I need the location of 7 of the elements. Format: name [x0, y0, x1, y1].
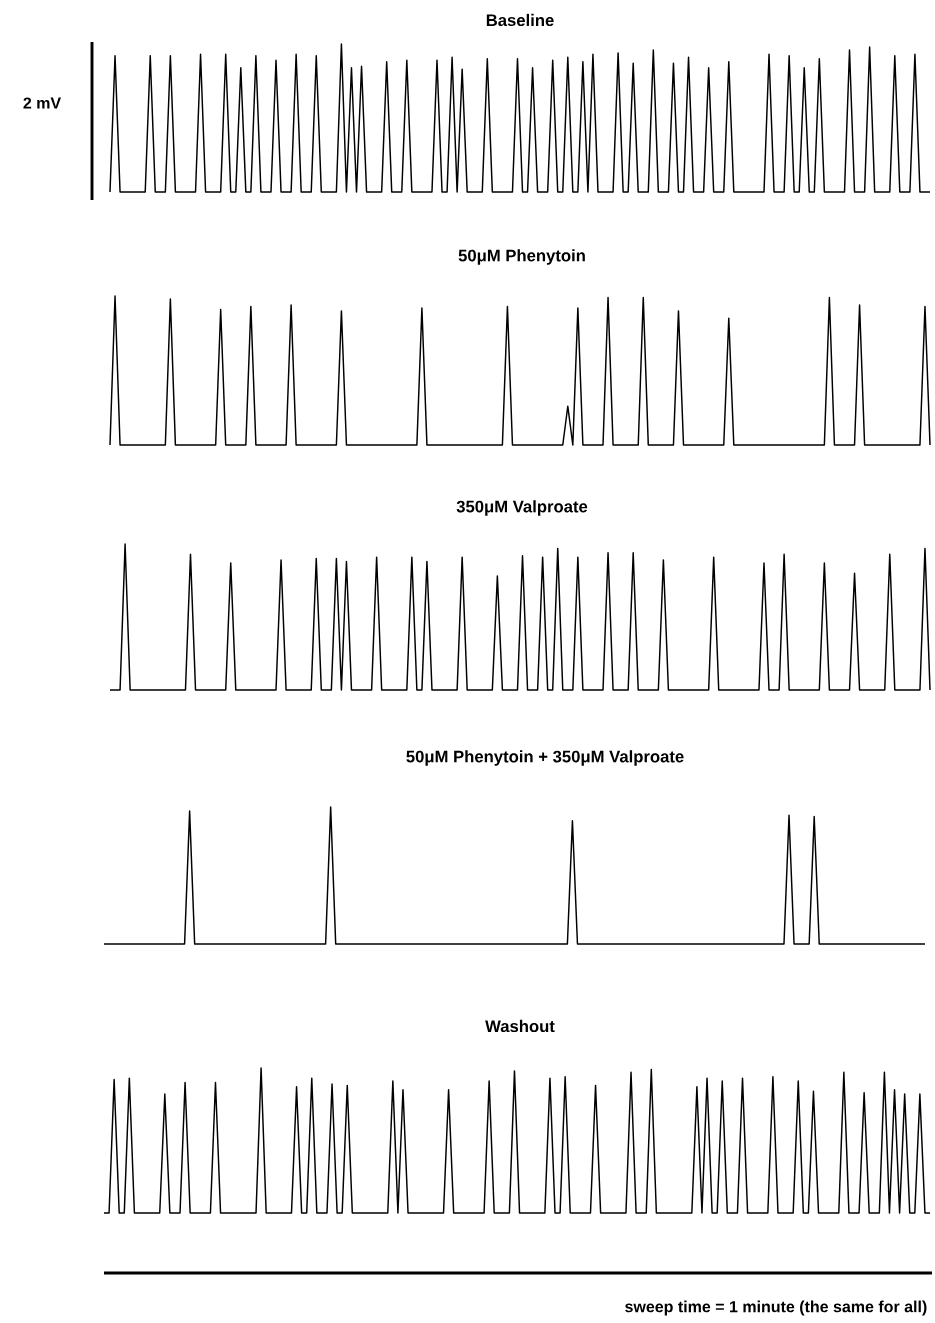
- chart-title: 350μM Valproate: [456, 500, 588, 516]
- text: sweep time = 1 minute (the same for all): [625, 1300, 927, 1316]
- chart-title: Baseline: [486, 13, 554, 27]
- chart-title: Washout: [485, 1019, 555, 1033]
- text: 2 mV: [23, 97, 61, 109]
- chart-title: 50μM Phenytoin + 350μM Valproate: [406, 750, 684, 766]
- chart-title: 50μM Phenytoin: [458, 249, 585, 265]
